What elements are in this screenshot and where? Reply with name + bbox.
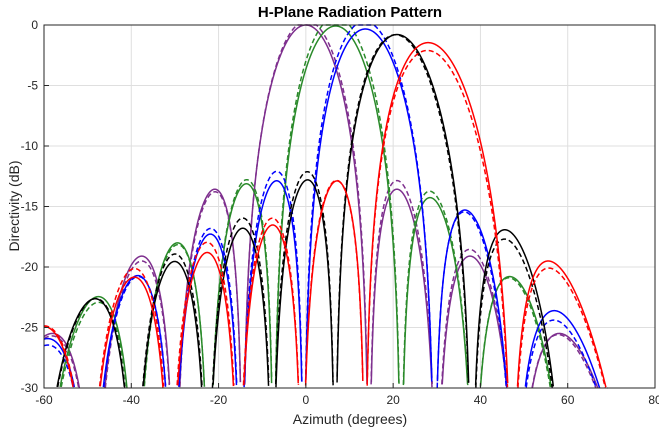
y-tick-label: -25 (21, 321, 39, 335)
series-line-dashed (57, 33, 553, 388)
y-tick-label: -30 (21, 381, 39, 395)
x-axis-ticks: -60 -40 -20 0 20 40 60 80 (35, 383, 659, 407)
x-axis-label: Azimuth (degrees) (293, 411, 407, 427)
x-tick-label: 40 (474, 393, 488, 407)
chart-title: H-Plane Radiation Pattern (258, 4, 442, 21)
series-line-solid (56, 33, 608, 389)
x-tick-label: -20 (210, 393, 228, 407)
y-axis-ticks: 0 -5 -10 -15 -20 -25 -30 (21, 18, 49, 395)
y-tick-label: -5 (27, 79, 38, 93)
x-tick-label: 60 (561, 393, 575, 407)
y-tick-label: 0 (31, 18, 38, 32)
y-tick-label: -15 (21, 200, 39, 214)
y-tick-label: -10 (21, 139, 39, 153)
series-line-dashed (44, 49, 606, 388)
x-tick-label: 0 (303, 393, 310, 407)
y-tick-label: -20 (21, 260, 39, 274)
x-tick-label: 80 (648, 393, 659, 407)
x-tick-label: -60 (35, 393, 53, 407)
series-line-solid (59, 25, 552, 388)
x-tick-label: -40 (123, 393, 141, 407)
y-axis-label: Directivity (dB) (6, 160, 22, 251)
x-tick-label: 20 (386, 393, 400, 407)
